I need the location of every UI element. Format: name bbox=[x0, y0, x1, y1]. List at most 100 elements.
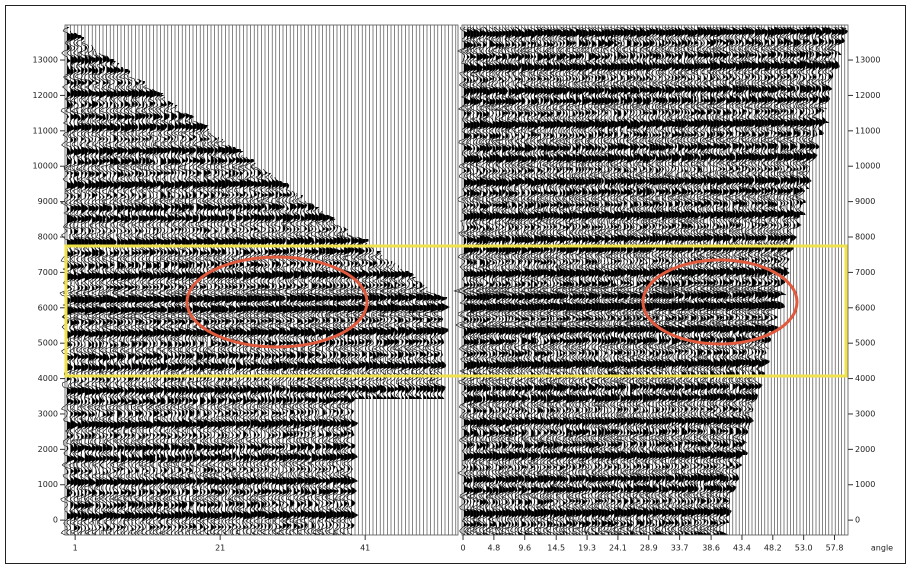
trace-wiggle bbox=[634, 26, 653, 536]
x-tick-label: 1 bbox=[73, 544, 78, 553]
trace-wiggle bbox=[514, 26, 531, 536]
trace-fill bbox=[739, 27, 748, 469]
y-tick-label: 9000 bbox=[38, 197, 58, 206]
trace-fill bbox=[630, 27, 639, 535]
trace-wiggle bbox=[496, 26, 515, 536]
trace-wiggle bbox=[598, 26, 616, 536]
trace-fill bbox=[128, 71, 136, 535]
x-tick-label: 4.8 bbox=[488, 544, 501, 553]
trace-fill bbox=[633, 27, 641, 535]
trace-wiggle bbox=[102, 58, 118, 536]
trace-wiggle bbox=[570, 26, 589, 536]
axes: 0100020003000400050006000700080009000100… bbox=[33, 24, 880, 553]
trace-wiggle bbox=[590, 26, 608, 536]
trace-wiggle bbox=[743, 26, 762, 416]
x-tick-label: 24.1 bbox=[609, 544, 627, 553]
trace-fill bbox=[643, 27, 653, 535]
y-tick-label: 7000 bbox=[38, 268, 58, 277]
y-tick-label: 4000 bbox=[855, 374, 875, 383]
trace-wiggle bbox=[592, 26, 609, 536]
trace-wiggle bbox=[581, 26, 597, 536]
trace-wiggle bbox=[105, 60, 122, 536]
y-tick-label: 8000 bbox=[38, 232, 58, 241]
trace-wiggle bbox=[148, 92, 166, 536]
trace-fill bbox=[416, 279, 424, 399]
trace-fill bbox=[835, 27, 841, 69]
trace-fill bbox=[710, 27, 719, 535]
trace-wiggle bbox=[800, 26, 814, 190]
trace-wiggle bbox=[481, 26, 497, 536]
y-tick-label: 9000 bbox=[855, 197, 875, 206]
trace-fill bbox=[694, 27, 702, 535]
trace-wiggle bbox=[192, 122, 208, 536]
trace-wiggle bbox=[685, 26, 703, 536]
y-tick-label: 12000 bbox=[855, 91, 880, 100]
trace-wiggle bbox=[620, 26, 640, 536]
trace-wiggle bbox=[75, 40, 94, 535]
trace-fill bbox=[748, 27, 757, 429]
trace-wiggle bbox=[252, 166, 270, 536]
trace-wiggle bbox=[655, 26, 675, 536]
trace-wiggle bbox=[457, 26, 477, 536]
trace-wiggle bbox=[667, 26, 686, 536]
trace-wiggle bbox=[627, 26, 645, 536]
trace-fill bbox=[697, 27, 706, 535]
y-tick-label: 10000 bbox=[33, 162, 58, 171]
trace-fill bbox=[261, 167, 269, 535]
trace-wiggle bbox=[753, 26, 771, 376]
trace-wiggle bbox=[826, 26, 839, 84]
trace-wiggle bbox=[554, 26, 573, 536]
trace-wiggle bbox=[819, 26, 832, 110]
y-tick-label: 5000 bbox=[855, 339, 875, 348]
trace-wiggle bbox=[345, 234, 365, 400]
x-tick-label: 43.4 bbox=[733, 544, 751, 553]
highlight-ellipse bbox=[641, 258, 799, 346]
trace-wiggle bbox=[733, 26, 751, 456]
trace-wiggle bbox=[771, 26, 788, 296]
x-tick-label: 19.3 bbox=[578, 544, 596, 553]
trace-wiggle bbox=[681, 26, 699, 536]
plot-border bbox=[461, 24, 849, 536]
trace-wiggle bbox=[654, 26, 671, 536]
trace-fill bbox=[185, 113, 195, 535]
trace-wiggle bbox=[769, 26, 786, 310]
trace-wiggle bbox=[665, 26, 684, 536]
trace-wiggle bbox=[709, 26, 728, 536]
trace-wiggle bbox=[706, 26, 722, 536]
trace-wiggle bbox=[783, 26, 798, 256]
trace-wiggle bbox=[397, 270, 414, 400]
trace-fill bbox=[387, 259, 395, 399]
trace-fill bbox=[279, 181, 287, 535]
trace-fill bbox=[636, 27, 644, 535]
trace-wiggle bbox=[583, 26, 602, 536]
trace-wiggle bbox=[484, 26, 501, 536]
y-tick-label: 11000 bbox=[855, 126, 880, 135]
x-tick-label: 33.7 bbox=[671, 544, 689, 553]
trace-wiggle bbox=[538, 26, 557, 536]
trace-fill bbox=[391, 261, 399, 399]
trace-wiggle bbox=[660, 26, 678, 536]
trace-fill bbox=[745, 27, 753, 443]
trace-fill bbox=[164, 97, 172, 535]
trace-wiggle bbox=[734, 26, 753, 444]
trace-fill bbox=[627, 27, 635, 535]
x-tick-label: 41 bbox=[360, 544, 370, 553]
trace-fill bbox=[569, 27, 579, 535]
trace-wiggle bbox=[614, 26, 631, 536]
trace-wiggle bbox=[671, 26, 690, 536]
trace-wiggle bbox=[688, 26, 707, 536]
x-tick-label: 57.8 bbox=[826, 544, 844, 553]
trace-wiggle bbox=[237, 156, 256, 536]
trace-fill bbox=[812, 27, 820, 163]
trace-wiggle bbox=[154, 96, 173, 536]
trace-wiggle bbox=[144, 88, 161, 536]
trace-wiggle bbox=[350, 236, 367, 400]
trace-wiggle bbox=[338, 228, 355, 536]
trace-fill bbox=[832, 27, 838, 83]
trace-wiggle bbox=[563, 26, 581, 536]
trace-wiggle bbox=[521, 26, 541, 536]
trace-fill bbox=[620, 27, 630, 535]
trace-fill bbox=[582, 27, 590, 535]
trace-fill bbox=[106, 55, 116, 535]
y-tick-label: 5000 bbox=[38, 339, 58, 348]
